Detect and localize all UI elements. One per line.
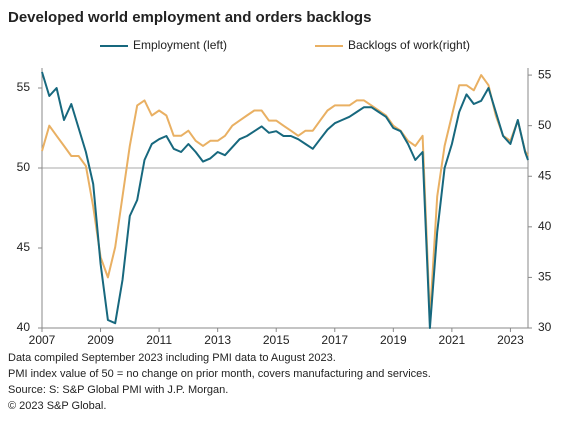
y-tick-label: 45	[17, 240, 31, 254]
footnote: Source: S: S&P Global PMI with J.P. Morg…	[8, 384, 228, 396]
series-line	[41, 71, 529, 329]
y2-tick-label: 50	[538, 118, 552, 132]
x-tick-label: 2011	[146, 333, 172, 347]
chart-title: Developed world employment and orders ba…	[8, 9, 371, 26]
y2-tick-label: 45	[538, 168, 552, 182]
x-tick-label: 2015	[263, 333, 290, 347]
y2-tick-label: 30	[538, 320, 552, 334]
footnote: © 2023 S&P Global.	[8, 400, 106, 412]
x-tick-label: 2009	[87, 333, 114, 347]
y2-tick-label: 35	[538, 270, 552, 284]
footnote: PMI index value of 50 = no change on pri…	[8, 368, 431, 380]
footnote: Data compiled September 2023 including P…	[8, 352, 336, 364]
x-tick-label: 2019	[380, 333, 407, 347]
x-tick-label: 2021	[439, 333, 466, 347]
legend-label: Employment (left)	[133, 38, 227, 52]
y-tick-label: 50	[17, 160, 31, 174]
y2-tick-label: 40	[538, 219, 552, 233]
y-tick-label: 55	[17, 80, 31, 94]
legend-label: Backlogs of work(right)	[348, 38, 470, 52]
series-line	[41, 74, 529, 319]
y2-tick-label: 55	[538, 67, 552, 81]
x-tick-label: 2023	[497, 333, 524, 347]
x-tick-label: 2013	[204, 333, 231, 347]
y-tick-label: 40	[17, 320, 31, 334]
x-tick-label: 2007	[29, 333, 56, 347]
x-tick-label: 2017	[321, 333, 348, 347]
